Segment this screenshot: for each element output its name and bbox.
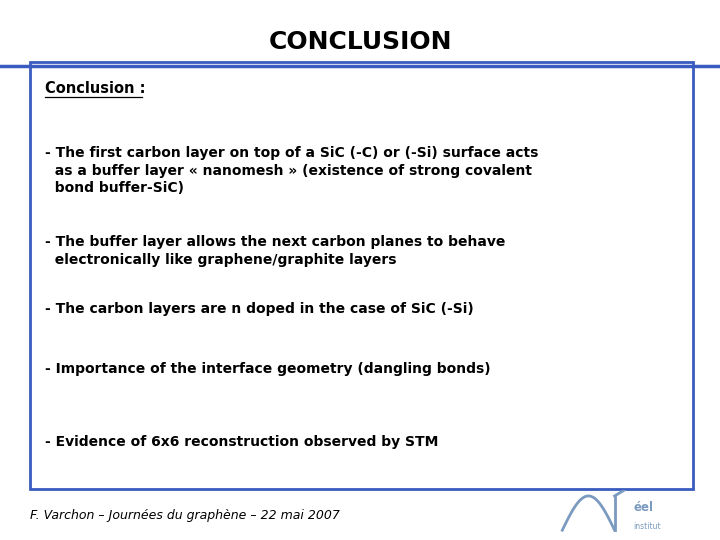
Text: - The carbon layers are n doped in the case of SiC (-Si): - The carbon layers are n doped in the c… [45, 302, 473, 316]
Text: éel: éel [634, 501, 654, 514]
Text: Conclusion :: Conclusion : [45, 81, 145, 96]
Text: - The first carbon layer on top of a SiC (-C) or (-Si) surface acts
  as a buffe: - The first carbon layer on top of a SiC… [45, 146, 538, 195]
Text: F. Varchon – Journées du graphène – 22 mai 2007: F. Varchon – Journées du graphène – 22 m… [30, 509, 340, 522]
Text: CONCLUSION: CONCLUSION [269, 30, 451, 53]
Text: institut: institut [634, 522, 661, 531]
FancyBboxPatch shape [30, 62, 693, 489]
Text: - The buffer layer allows the next carbon planes to behave
  electronically like: - The buffer layer allows the next carbo… [45, 235, 505, 267]
Text: - Importance of the interface geometry (dangling bonds): - Importance of the interface geometry (… [45, 362, 490, 376]
Text: - Evidence of 6x6 reconstruction observed by STM: - Evidence of 6x6 reconstruction observe… [45, 435, 438, 449]
